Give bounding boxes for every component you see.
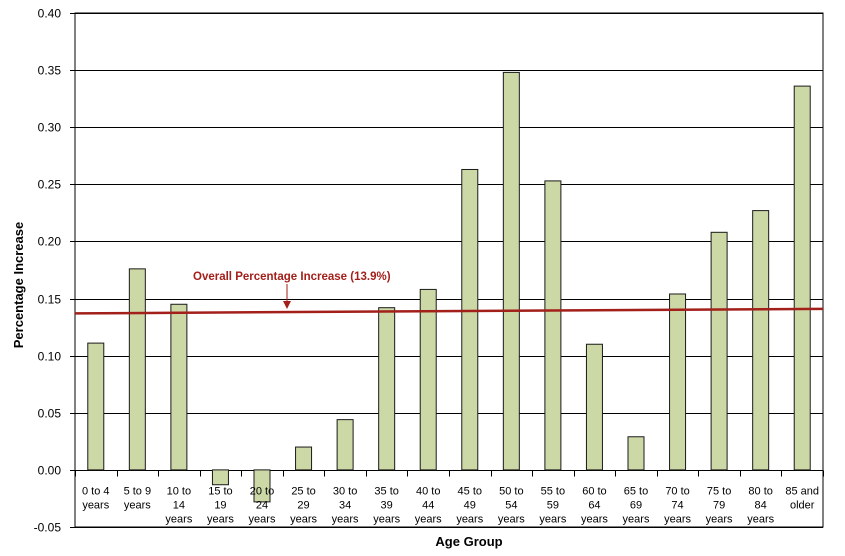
x-tick-label: 75 to — [707, 486, 731, 498]
x-tick-label: 24 — [256, 500, 268, 512]
bar — [170, 303, 188, 471]
reference-line-group: Overall Percentage Increase (13.9%) — [74, 271, 824, 315]
bar — [419, 288, 437, 471]
bar — [793, 85, 811, 471]
x-tick-label: 85 and — [785, 486, 819, 498]
x-tick-label: 59 — [547, 500, 559, 512]
x-tick-label: years — [456, 514, 483, 526]
y-tick-label: 0.35 — [38, 64, 62, 78]
bars — [87, 71, 811, 503]
x-tick-label: years — [747, 514, 774, 526]
x-tick-label: years — [165, 514, 192, 526]
x-axis-title: Age Group — [435, 534, 502, 549]
y-tick-label: 0.25 — [38, 178, 62, 192]
x-tick-label: 44 — [422, 500, 434, 512]
bar — [336, 419, 354, 471]
x-tick-label: 15 to — [208, 486, 232, 498]
x-tick-label: 45 to — [458, 486, 482, 498]
y-tick-label: 0.20 — [38, 235, 62, 249]
y-tick-label: -0.05 — [34, 521, 62, 535]
x-tick-label: 10 to — [167, 486, 191, 498]
x-tick-label: years — [124, 500, 151, 512]
y-tick-label: 0.00 — [38, 464, 62, 478]
x-tick-label: 40 to — [416, 486, 440, 498]
x-tick-label: 70 to — [665, 486, 689, 498]
x-tick-label: 35 to — [374, 486, 398, 498]
bar — [585, 343, 603, 471]
overall-increase-annotation: Overall Percentage Increase (13.9%) — [193, 271, 391, 283]
x-tick-label: 50 to — [499, 486, 523, 498]
y-tick-label: 0.10 — [38, 350, 62, 364]
x-tick-label: 29 — [297, 500, 309, 512]
x-tick-label: 49 — [464, 500, 476, 512]
x-tick-label: years — [706, 514, 733, 526]
bar — [669, 293, 687, 471]
x-tick-label: 39 — [381, 500, 393, 512]
x-tick-label: 84 — [755, 500, 767, 512]
x-tick-label: 60 to — [582, 486, 606, 498]
x-tick-label: 80 to — [748, 486, 772, 498]
x-tick-label: years — [415, 514, 442, 526]
x-tick-label: 19 — [214, 500, 226, 512]
bar — [295, 446, 313, 471]
bar — [627, 436, 645, 471]
bar — [752, 210, 770, 471]
bar — [502, 71, 520, 471]
annotation-arrow-head — [283, 301, 291, 309]
x-tick-label: years — [332, 514, 359, 526]
x-tick-label: years — [207, 514, 234, 526]
x-tick-label: 25 to — [291, 486, 315, 498]
x-tick-label: 64 — [588, 500, 600, 512]
bar — [544, 180, 562, 471]
x-tick-label: 5 to 9 — [124, 486, 152, 498]
x-tick-label: 55 to — [541, 486, 565, 498]
bar — [128, 268, 146, 471]
y-axis-ticks: -0.05 0.00 0.05 0.10 0.15 0.20 0.25 0.30 0.35 0.4… — [34, 7, 75, 535]
x-tick-label: 79 — [713, 500, 725, 512]
bar — [87, 342, 105, 471]
x-tick-label: 65 to — [624, 486, 648, 498]
x-tick-label: years — [623, 514, 650, 526]
x-tick-label: 14 — [173, 500, 185, 512]
y-tick-label: 0.40 — [38, 7, 62, 21]
y-tick-label: 0.15 — [38, 293, 62, 307]
bar — [461, 168, 479, 471]
x-tick-label: years — [664, 514, 691, 526]
x-tick-label: years — [82, 500, 109, 512]
y-tick-label: 0.30 — [38, 121, 62, 135]
bar — [253, 469, 271, 503]
x-tick-label: 0 to 4 — [82, 486, 110, 498]
gridlines — [74, 12, 824, 528]
x-tick-label: older — [790, 500, 815, 512]
y-axis-title: Percentage Increase — [11, 222, 26, 348]
x-axis-ticks: 0 to 4 years 5 to 9 years 10 to 14 years 15 to 1… — [75, 470, 824, 526]
overall-increase-line — [74, 307, 824, 315]
x-tick-label: years — [498, 514, 525, 526]
x-tick-label: 54 — [505, 500, 517, 512]
x-tick-label: 69 — [630, 500, 642, 512]
x-tick-label: years — [581, 514, 608, 526]
bar — [710, 231, 728, 471]
bar — [378, 307, 396, 471]
bar — [211, 469, 229, 486]
x-tick-label: years — [539, 514, 566, 526]
y-tick-label: 0.05 — [38, 407, 62, 421]
x-tick-label: 30 to — [333, 486, 357, 498]
x-tick-label: 74 — [671, 500, 683, 512]
x-tick-label: years — [290, 514, 317, 526]
x-tick-label: years — [373, 514, 400, 526]
x-tick-label: years — [249, 514, 276, 526]
x-tick-label: 20 to — [250, 486, 274, 498]
x-tick-label: 34 — [339, 500, 351, 512]
